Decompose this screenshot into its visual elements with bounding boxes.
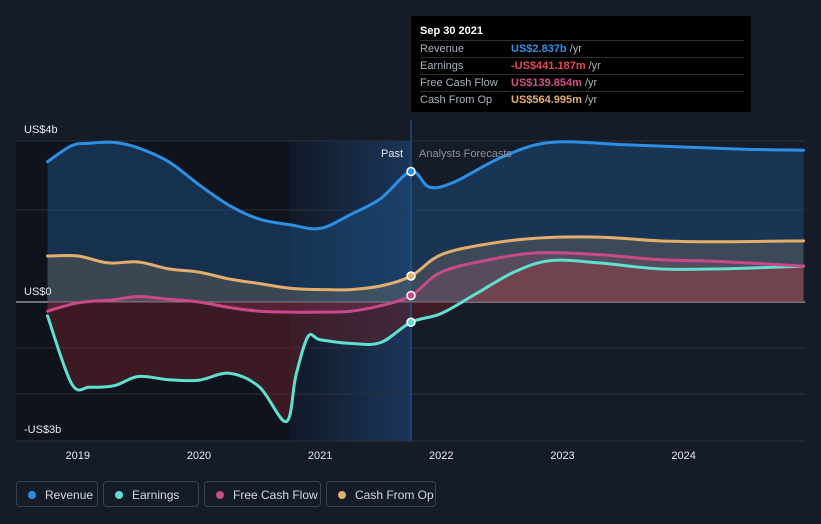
- tooltip-row-cash-from-op: Cash From Op US$564.995m/yr: [420, 91, 744, 108]
- legend-label: Earnings: [132, 488, 180, 502]
- y-tick-label: US$4b: [24, 124, 58, 136]
- x-tick-label: 2024: [671, 450, 695, 462]
- y-tick-label: US$0: [24, 286, 52, 298]
- past-label: Past: [381, 148, 403, 160]
- earnings-area: [47, 260, 804, 422]
- free-cash-flow-line: [46, 251, 806, 314]
- earnings-line: [46, 258, 806, 424]
- tooltip-row-label: Free Cash Flow: [420, 77, 498, 89]
- tooltip-row-earnings: Earnings -US$441.187m/yr: [420, 57, 744, 74]
- x-tick-label: 2019: [66, 450, 90, 462]
- tooltip-row-value: US$2.837b/yr: [511, 43, 582, 55]
- legend-dot-icon: [216, 491, 224, 499]
- revenue-line: [46, 140, 806, 231]
- legend-item-revenue[interactable]: Revenue: [16, 481, 98, 507]
- x-tick-label: 2021: [308, 450, 332, 462]
- tooltip-row-free-cash-flow: Free Cash Flow US$139.854m/yr: [420, 74, 744, 91]
- tooltip: Sep 30 2021 Revenue US$2.837b/yr Earning…: [411, 16, 751, 112]
- tooltip-row-value: US$139.854m/yr: [511, 77, 598, 89]
- earnings-marker[interactable]: [406, 317, 416, 328]
- tooltip-row-value: US$564.995m/yr: [511, 94, 598, 106]
- legend-label: Revenue: [45, 488, 94, 502]
- legend-item-cash-from-op[interactable]: Cash From Op: [326, 481, 436, 507]
- free-cash-flow-area: [47, 252, 804, 313]
- tooltip-row-value: -US$441.187m/yr: [511, 60, 601, 72]
- x-tick-label: 2023: [550, 450, 574, 462]
- legend-item-earnings[interactable]: Earnings: [103, 481, 199, 507]
- legend-label: Cash From Op: [355, 488, 434, 502]
- legend-dot-icon: [28, 491, 36, 499]
- legend-item-free-cash-flow[interactable]: Free Cash Flow: [204, 481, 321, 507]
- y-tick-label: -US$3b: [24, 424, 61, 436]
- tooltip-row-label: Revenue: [420, 43, 465, 55]
- cash-from-op-marker[interactable]: [406, 271, 416, 281]
- legend-label: Free Cash Flow: [233, 488, 318, 502]
- x-tick-label: 2020: [187, 450, 211, 462]
- revenue-area: [47, 141, 804, 302]
- tooltip-row-revenue: Revenue US$2.837b/yr: [420, 40, 744, 57]
- legend-dot-icon: [338, 491, 346, 499]
- cash-from-op-line: [46, 235, 806, 292]
- legend-dot-icon: [115, 491, 123, 499]
- tooltip-row-label: Cash From Op: [420, 94, 493, 106]
- cash-from-op-area: [47, 236, 804, 302]
- revenue-marker[interactable]: [406, 166, 416, 177]
- tooltip-date: Sep 30 2021: [420, 25, 483, 37]
- forecast-label: Analysts Forecasts: [419, 148, 512, 160]
- tooltip-row-label: Earnings: [420, 60, 464, 72]
- free-cash-flow-marker[interactable]: [406, 290, 416, 301]
- x-tick-label: 2022: [429, 450, 453, 462]
